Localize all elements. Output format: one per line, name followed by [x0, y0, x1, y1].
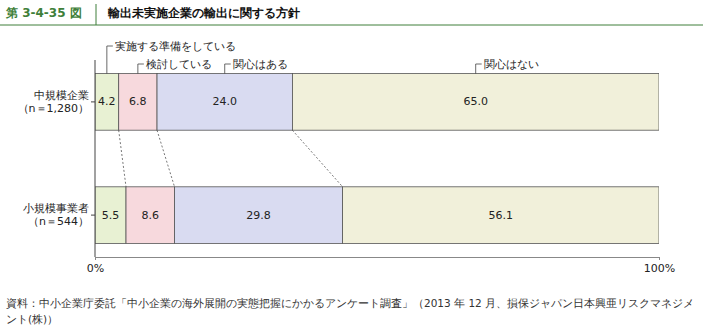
tick: 100%	[644, 257, 675, 275]
legend-label: 実施する準備をしている	[115, 40, 236, 53]
bars	[95, 74, 659, 244]
tick-mark	[95, 257, 96, 260]
legend-bracket	[107, 46, 113, 74]
y-axis: 中規模企業（n＝1,280） 小規模事業者（n＝544）	[18, 60, 95, 257]
bar-segment	[95, 74, 119, 131]
bar-segment	[292, 74, 659, 131]
connector	[157, 130, 174, 187]
bar-segment	[157, 74, 292, 131]
bar-segment	[126, 187, 175, 244]
tick: 小規模事業者（n＝544）	[23, 202, 95, 228]
data-label: 8.6	[142, 209, 160, 222]
tick-mark	[91, 101, 95, 102]
tick: 0%	[87, 257, 104, 275]
data-label: 4.2	[98, 95, 116, 108]
connector	[292, 130, 342, 187]
tick: 中規模企業（n＝1,280）	[18, 89, 95, 115]
header-rule	[0, 25, 703, 26]
category-label: 中規模企業（n＝1,280）	[18, 89, 89, 115]
bar-segment	[343, 187, 659, 244]
title: 輸出未実施企業の輸出に関する方針	[107, 6, 300, 20]
data-label: 5.5	[102, 209, 120, 222]
category-label: 小規模事業者（n＝544）	[23, 202, 89, 228]
data-label: 24.0	[212, 95, 237, 108]
header-divider	[96, 4, 97, 25]
data-label: 65.0	[463, 95, 488, 108]
x-axis: 0% 100%	[87, 257, 675, 275]
figure-number: 第 3-4-35 図	[5, 6, 82, 20]
legend-label: 関心はある	[233, 58, 288, 71]
data-label: 29.8	[246, 209, 271, 222]
connector	[119, 130, 126, 187]
axis-line	[95, 60, 96, 257]
tick-mark	[659, 257, 660, 260]
axis-line	[96, 258, 660, 261]
legend-label: 検討している	[146, 58, 212, 71]
bar-segment	[175, 187, 343, 244]
legend-bracket	[138, 64, 144, 74]
chart: 第 3-4-35 図 輸出未実施企業の輸出に関する方針 4.2 5.5 6.8 8.6 24…	[0, 0, 703, 332]
source-note: 資料：中小企業庁委託「中小企業の海外展開の実態把握にかかるアンケート調査」（20…	[6, 295, 696, 327]
legend-bracket	[476, 64, 482, 74]
data-label: 6.8	[129, 95, 147, 108]
tick-mark	[91, 215, 95, 216]
legend-bracket	[225, 64, 231, 74]
data-label: 56.1	[489, 209, 514, 222]
legend-label: 関心はない	[484, 58, 539, 71]
bar-segment	[119, 74, 157, 131]
tick-label: 0%	[87, 262, 104, 275]
tick-label: 100%	[644, 262, 675, 275]
bar-segment	[95, 187, 126, 244]
